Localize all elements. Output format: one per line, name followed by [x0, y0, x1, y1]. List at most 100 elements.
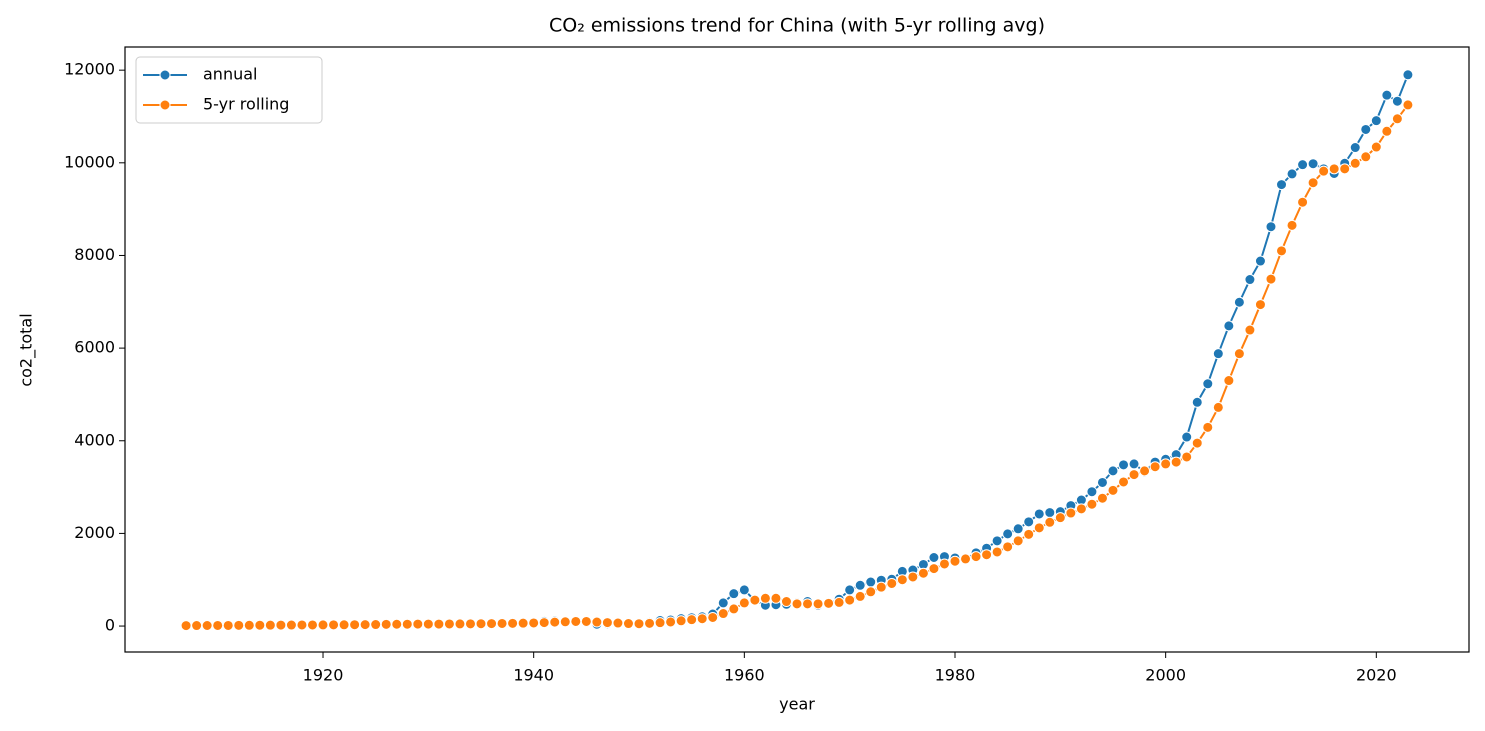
- point: [675, 615, 687, 627]
- point: [349, 619, 361, 631]
- point: [1202, 378, 1214, 390]
- point: [802, 598, 814, 610]
- point: [1223, 320, 1235, 332]
- point: [1254, 299, 1266, 311]
- point: [317, 619, 329, 631]
- point: [1139, 465, 1151, 477]
- point: [1223, 375, 1235, 387]
- point: [738, 597, 750, 609]
- chart-title: CO₂ emissions trend for China (with 5-yr…: [549, 15, 1045, 37]
- point: [1170, 456, 1182, 468]
- point: [1360, 123, 1372, 135]
- point: [770, 592, 782, 604]
- point: [296, 619, 308, 631]
- point: [507, 617, 519, 629]
- point: [1360, 151, 1372, 163]
- x-tick-label: 2000: [1145, 666, 1186, 685]
- point: [907, 571, 919, 583]
- point: [1402, 99, 1414, 111]
- point: [559, 616, 571, 628]
- point: [844, 584, 856, 596]
- y-tick-label: 8000: [74, 245, 115, 264]
- point: [1023, 528, 1035, 540]
- point: [591, 616, 603, 628]
- point: [1033, 508, 1045, 520]
- point: [570, 615, 582, 627]
- point: [1297, 196, 1309, 208]
- point: [1276, 245, 1288, 257]
- point: [1181, 431, 1193, 443]
- legend-marker: [159, 99, 171, 111]
- point: [1381, 89, 1393, 101]
- point: [928, 551, 940, 563]
- y-tick-label: 10000: [64, 152, 115, 171]
- point: [233, 619, 245, 631]
- point: [654, 617, 666, 629]
- legend-label: 5-yr rolling: [203, 95, 289, 114]
- point: [496, 617, 508, 629]
- legend-marker: [159, 69, 171, 81]
- point: [854, 579, 866, 591]
- point: [644, 617, 656, 629]
- point: [970, 551, 982, 563]
- point: [380, 618, 392, 630]
- point: [1044, 507, 1056, 519]
- point: [1233, 348, 1245, 360]
- point: [1118, 459, 1130, 471]
- point: [1286, 168, 1298, 180]
- x-tick-label: 1920: [303, 666, 344, 685]
- point: [549, 616, 561, 628]
- point: [1160, 458, 1172, 470]
- y-tick-label: 6000: [74, 338, 115, 357]
- plot-frame: [124, 46, 1470, 653]
- point: [391, 618, 403, 630]
- point: [917, 567, 929, 579]
- point: [1033, 522, 1045, 534]
- point: [749, 594, 761, 606]
- point: [1297, 159, 1309, 171]
- point: [1349, 157, 1361, 169]
- point: [1086, 498, 1098, 510]
- point: [1107, 465, 1119, 477]
- point: [338, 619, 350, 631]
- point: [717, 608, 729, 620]
- point: [1381, 125, 1393, 137]
- point: [938, 558, 950, 570]
- point: [665, 616, 677, 628]
- point: [1286, 219, 1298, 231]
- point: [370, 619, 382, 631]
- point: [960, 553, 972, 565]
- point: [1307, 158, 1319, 170]
- point: [865, 586, 877, 598]
- point: [1244, 274, 1256, 286]
- point: [422, 618, 434, 630]
- point: [412, 618, 424, 630]
- point: [538, 617, 550, 629]
- point: [844, 594, 856, 606]
- series-line: [186, 104, 1409, 627]
- point: [1191, 437, 1203, 449]
- point: [1212, 401, 1224, 413]
- point: [454, 618, 466, 630]
- point: [633, 618, 645, 630]
- point: [254, 619, 266, 631]
- point: [896, 574, 908, 586]
- point: [728, 588, 740, 600]
- point: [243, 619, 255, 631]
- point: [1065, 507, 1077, 519]
- point: [1096, 476, 1108, 488]
- point: [1002, 528, 1014, 540]
- point: [875, 581, 887, 593]
- point: [1276, 179, 1288, 191]
- y-tick-label: 4000: [74, 430, 115, 449]
- point: [1265, 273, 1277, 285]
- point: [791, 598, 803, 610]
- point: [686, 614, 698, 626]
- x-tick-label: 2020: [1356, 666, 1397, 685]
- point: [528, 617, 540, 629]
- point: [222, 619, 234, 631]
- point: [191, 620, 203, 632]
- point: [928, 563, 940, 575]
- point: [812, 598, 824, 610]
